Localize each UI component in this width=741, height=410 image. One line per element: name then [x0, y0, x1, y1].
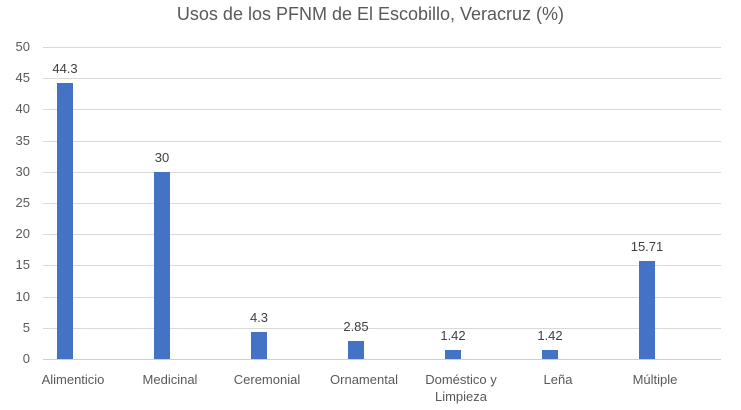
gridline	[43, 109, 721, 110]
data-label: 44.3	[52, 61, 78, 76]
x-tick-label: Doméstico y Limpieza	[425, 372, 497, 404]
x-tick-label: Ornamental	[330, 372, 398, 387]
chart-title: Usos de los PFNM de El Escobillo, Veracr…	[176, 4, 565, 24]
bar	[154, 172, 170, 359]
gridline	[43, 78, 721, 79]
gridline	[43, 203, 721, 204]
data-label: 1.42	[537, 328, 563, 343]
x-tick-label: Medicinal	[142, 372, 198, 387]
gridline	[43, 172, 721, 173]
gridline	[43, 234, 721, 235]
y-tick-label: 50	[15, 39, 30, 54]
x-tick-label: Ceremonial	[233, 372, 301, 387]
bar	[542, 350, 558, 359]
bar	[445, 350, 461, 359]
gridline	[43, 297, 721, 298]
data-label: 2.85	[343, 319, 369, 334]
data-label: 4.3	[249, 310, 269, 325]
gridline	[43, 265, 721, 266]
y-tick-label: 25	[15, 195, 30, 210]
data-label: 30	[154, 150, 170, 165]
y-tick-label: 15	[15, 257, 30, 272]
gridline	[43, 141, 721, 142]
y-tick-label: 20	[15, 226, 30, 241]
data-label: 1.42	[440, 328, 466, 343]
x-tick-label: Múltiple	[632, 372, 678, 387]
y-tick-label: 0	[22, 351, 30, 366]
gridline	[43, 328, 721, 329]
y-tick-label: 35	[15, 133, 30, 148]
x-tick-label: Leña	[543, 372, 573, 387]
x-tick-label: Alimenticio	[41, 372, 105, 387]
bar	[639, 261, 655, 359]
data-label: 15.71	[630, 239, 664, 254]
bar	[57, 83, 73, 359]
y-tick-label: 10	[15, 289, 30, 304]
y-tick-label: 40	[15, 101, 30, 116]
gridline	[43, 359, 721, 360]
y-tick-label: 5	[22, 320, 30, 335]
gridline	[43, 47, 721, 48]
bar	[251, 332, 267, 359]
y-tick-label: 30	[15, 164, 30, 179]
y-tick-label: 45	[15, 70, 30, 85]
bar	[348, 341, 364, 359]
